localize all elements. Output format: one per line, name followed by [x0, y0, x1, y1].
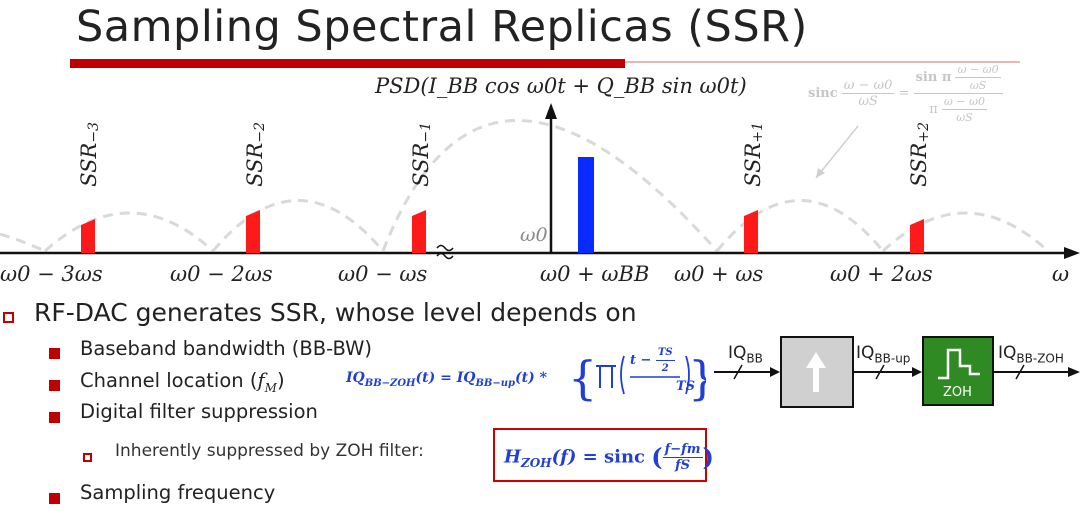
axis-label: ω0 − ωs: [338, 262, 428, 286]
sinc-lobe: [44, 211, 215, 253]
upsampler-block: [780, 336, 854, 408]
psd-label: PSD(I_BB cos ω0t + Q_BB sin ω0t): [375, 74, 747, 98]
bullet-item-text: Digital filter suppression: [80, 400, 318, 423]
bullet-square-icon: [49, 408, 60, 427]
signal-label-mid: IQBB-up: [856, 343, 911, 366]
replica-bar-ssr-2: [246, 210, 260, 253]
sinc-pointer-arrowhead: [816, 168, 825, 178]
bullet-square-icon: [49, 489, 60, 508]
replica-bar-ssr-1: [412, 210, 426, 253]
carrier-label: ω0: [520, 224, 548, 246]
up-arrow-icon: [806, 352, 826, 392]
axis-label: ω: [1052, 262, 1070, 286]
frequency-axis-arrowhead: [1064, 247, 1080, 259]
sin-pi-word: sin π: [915, 70, 952, 85]
sinc-frac-num: ω − ω0: [841, 78, 895, 94]
bus-slash: [1015, 364, 1025, 380]
sinc-envelope: [0, 119, 1050, 253]
wire-in-arrowhead: [770, 367, 780, 377]
psd-label-text: PSD(I_BB cos ω0t + Q_BB sin ω0t): [375, 74, 747, 98]
axis-label: ω0 − 3ωs: [0, 262, 103, 286]
spectrum-diagram: [0, 103, 1080, 260]
sinc-annotation: sinc ω − ω0 ωS = sin π ω − ω0 ωS π ω − ω…: [808, 62, 1003, 125]
sinc-lobe: [881, 211, 1050, 253]
parentheses: [620, 355, 690, 395]
ssr-label: SSR−3: [77, 122, 103, 187]
wire-mid-arrowhead: [912, 367, 922, 377]
iq-zoh-bracket-term: { }: [568, 351, 706, 405]
replica-bar-ssr+1: [744, 210, 758, 253]
sinc-rhs-num: sin π ω − ω0 ωS: [913, 62, 1003, 94]
zoh-block: ZOH: [922, 336, 994, 406]
wire-out-arrowhead: [1068, 367, 1080, 377]
sinc-frac: ω − ω0 ωS: [841, 78, 895, 109]
bullet-item-text-end: ): [276, 369, 285, 392]
h-zoh-equation-box: [493, 428, 707, 482]
axis-label: ω0 + ωBB: [540, 262, 650, 286]
signal-label-input: IQBB: [728, 343, 763, 366]
ssr-label: SSR+2: [907, 122, 933, 187]
bus-slash: [733, 364, 743, 380]
axis-break-symbol: [436, 244, 454, 260]
iq-frac-num: t − TS 2: [630, 347, 675, 374]
var-f: f: [257, 369, 265, 392]
sub-bullet-text: Inherently suppressed by ZOH filter:: [115, 441, 424, 461]
axis-label: ω0 + ωs: [674, 262, 764, 286]
bullet-square-icon: [49, 376, 60, 395]
sinc-pointer-line: [815, 125, 859, 179]
sinc-rhs-frac: sin π ω − ω0 ωS π ω − ω0 ωS: [913, 62, 1003, 125]
iq-frac-den: TS: [676, 379, 696, 394]
bullet-item-text: Sampling frequency: [80, 481, 276, 504]
psd-axis-arrowhead: [545, 103, 557, 119]
slide-title: Sampling Spectral Replicas (SSR): [76, 2, 808, 52]
pi-word: π: [929, 102, 938, 117]
axis-label: ω0 + 2ωs: [830, 262, 933, 286]
bullet-hollow-icon: [3, 308, 14, 327]
sinc-lobe: [211, 199, 385, 252]
staircase-icon: [938, 348, 980, 380]
inner-den: ωS: [969, 79, 987, 92]
sinc-rhs-num-frac: ω − ω0 ωS: [955, 62, 1001, 93]
axis-label: ω0 − 2ωs: [170, 262, 273, 286]
sinc-lobe: [0, 232, 46, 253]
sinc-rhs-den-frac: ω − ω0 ωS: [941, 94, 988, 125]
replica-bar-ssr+2: [910, 219, 924, 253]
replica-bar-ssr-3: [81, 219, 95, 253]
sinc-word: sinc: [808, 86, 838, 101]
ssr-label: SSR−2: [243, 122, 269, 187]
ssr-label: SSR+1: [741, 122, 767, 187]
signal-label-output: IQBB-ZOH: [998, 343, 1064, 366]
bullet-hollow-small-icon: [83, 447, 92, 466]
bullet-item-text: Channel location (: [80, 369, 258, 392]
left-brace: {: [568, 351, 597, 405]
bullet-level1-text: RF-DAC generates SSR, whose level depend…: [34, 298, 637, 327]
rect-function-icon: [596, 365, 616, 388]
inner-den: ωS: [956, 111, 973, 124]
bullet-item-channel: Channel location (fM): [80, 369, 285, 395]
bullet-item-text: Baseband bandwidth (BB-BW): [80, 337, 373, 360]
ssr-label: SSR−1: [409, 122, 435, 187]
sinc-rhs-den: π ω − ω0 ωS: [914, 94, 1003, 125]
main-band-bar: [578, 157, 594, 253]
sinc-frac-den: ωS: [858, 94, 878, 109]
right-brace: }: [688, 351, 706, 405]
inner-num: ω − ω0: [941, 95, 988, 110]
sinc-lobe: [715, 199, 885, 252]
sinc-lobe: [381, 119, 719, 252]
block-diagram-wires: [714, 364, 1080, 380]
title-underline-thin: [625, 61, 1020, 63]
title-underline-bar: [70, 59, 625, 68]
var-sub: M: [264, 380, 277, 395]
bus-slash: [875, 364, 885, 380]
zoh-block-label: ZOH: [943, 385, 972, 400]
iq-zoh-equation: IQBB−ZOH(t) = IQBB−up(t) *: [346, 370, 547, 389]
bullet-square-icon: [49, 344, 60, 363]
inner-num: ω − ω0: [955, 63, 1001, 78]
h-zoh-equation: HZOH(f) = sinc (f−fm fS): [504, 442, 714, 473]
